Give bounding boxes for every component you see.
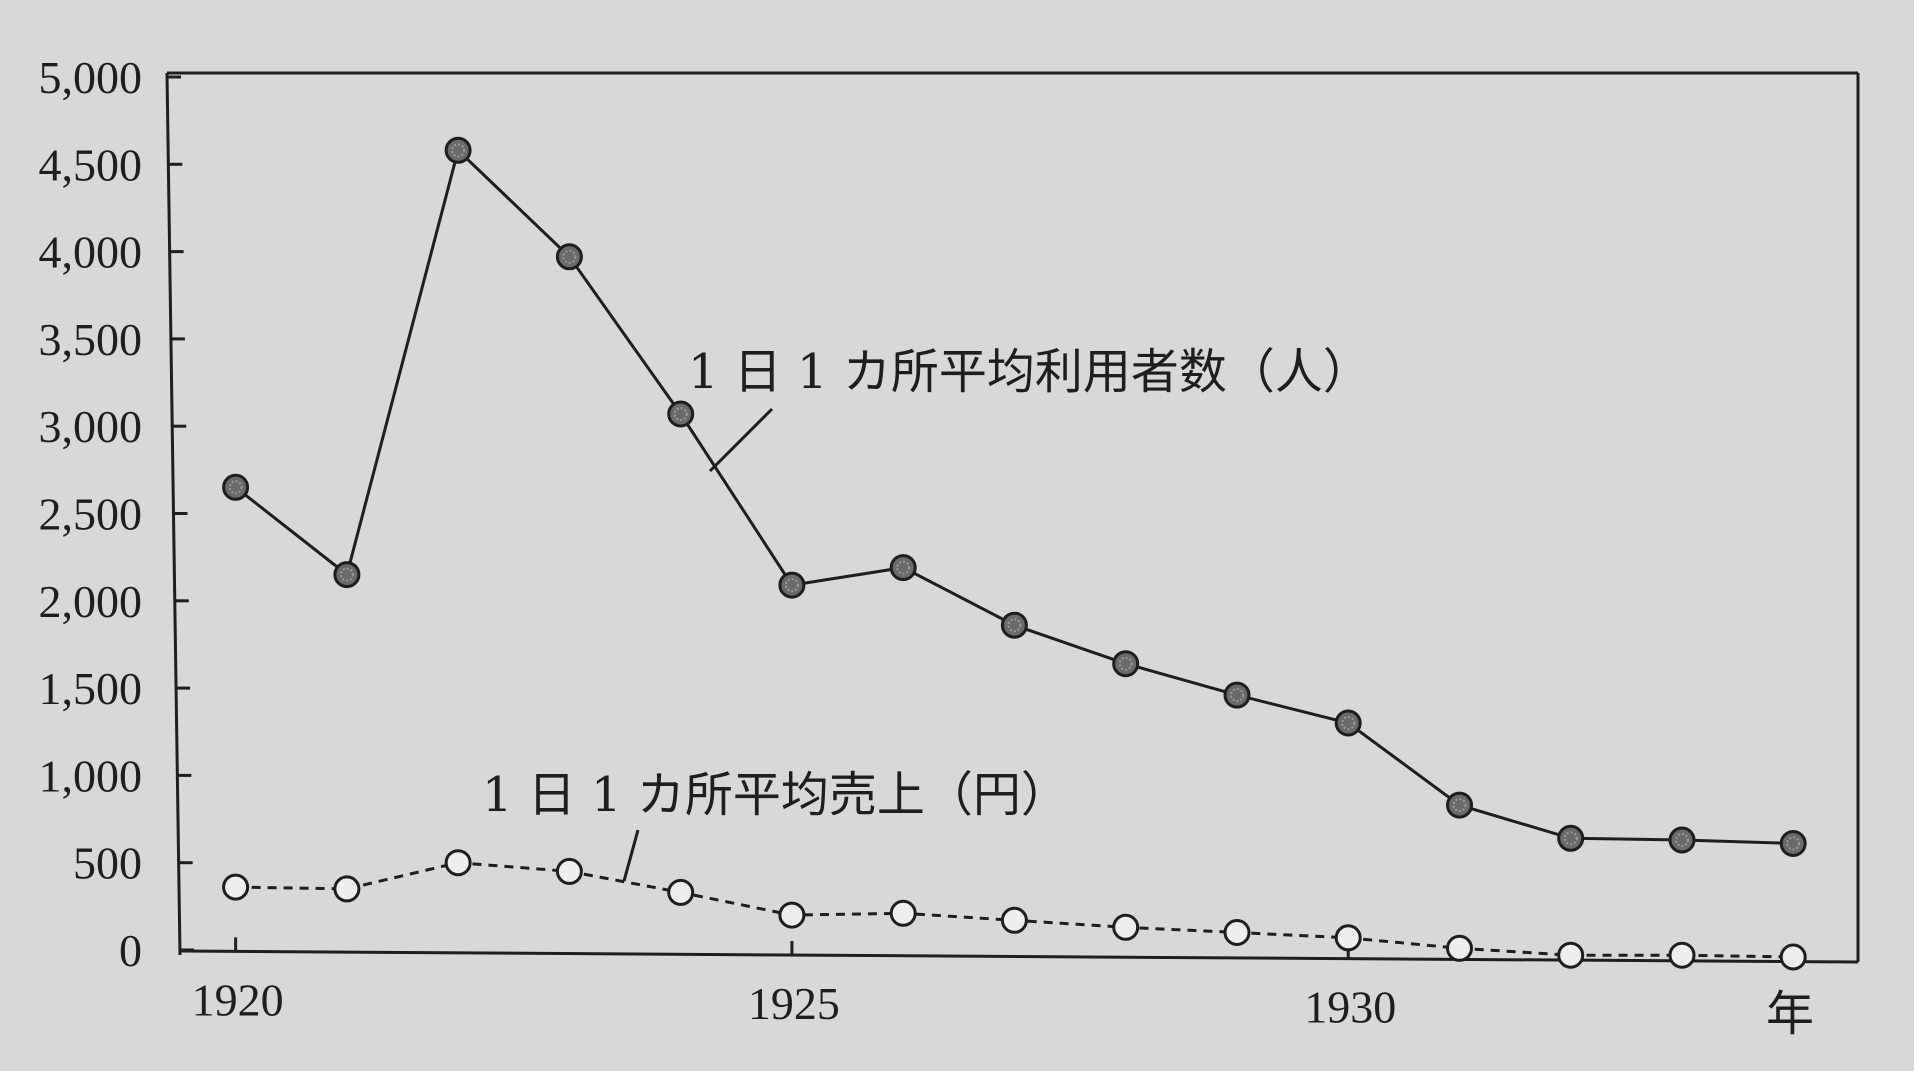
y-tick-label: 1,500	[39, 663, 143, 714]
usage-point-1921	[333, 561, 361, 589]
y-tick-label: 3,500	[39, 314, 143, 365]
y-tick-label: 2,500	[39, 489, 143, 540]
sales-point-1920	[222, 873, 250, 901]
sales-point-1921	[333, 875, 361, 903]
usage-point-texture	[784, 578, 799, 593]
y-tick-label: 4,000	[39, 227, 143, 278]
usage-point-1920	[222, 473, 250, 501]
x-tick-label: 1925	[748, 978, 840, 1029]
x-axis-unit-label: 年	[1766, 986, 1814, 1042]
sales-point-1933	[1668, 941, 1696, 969]
usage-point-1928	[1112, 650, 1140, 678]
usage-point-1931	[1446, 791, 1473, 819]
sales-point-1923	[555, 857, 583, 885]
usage-point-1932	[1557, 824, 1585, 852]
y-tick-label: 4,500	[39, 139, 143, 190]
usage-point-texture	[673, 407, 688, 421]
sales-point-1931	[1446, 934, 1473, 962]
usage-point-texture	[1230, 688, 1244, 703]
usage-point-1927	[1000, 611, 1028, 639]
usage-series-leader-line	[708, 407, 774, 473]
usage-point-1929	[1223, 681, 1251, 709]
y-tick-label: 3,000	[39, 401, 143, 452]
sales-point-1934	[1779, 943, 1807, 971]
usage-point-1934	[1779, 830, 1807, 857]
usage-point-texture	[228, 480, 243, 495]
usage-point-texture	[339, 567, 354, 582]
y-tick-label: 5,000	[39, 52, 143, 103]
usage-series-label: 1 日 1 カ所平均利用者数（人）	[688, 344, 1371, 400]
sales-point-1930	[1334, 924, 1362, 952]
y-tick-label: 0	[119, 925, 142, 976]
usage-point-1926	[889, 554, 917, 582]
sales-point-1929	[1223, 919, 1251, 946]
usage-point-1922	[444, 136, 472, 164]
usage-point-1933	[1668, 826, 1696, 854]
usage-point-texture	[1563, 831, 1578, 846]
usage-point-texture	[1452, 798, 1467, 813]
sales-series-label: 1 日 1 カ所平均売上（円）	[482, 767, 1069, 823]
sales-point-1922	[444, 849, 472, 877]
y-tick-label: 2,000	[39, 576, 143, 627]
y-tick-label: 500	[73, 838, 142, 889]
sales-point-1927	[1000, 906, 1028, 934]
usage-point-texture	[1118, 656, 1133, 671]
usage-point-1923	[555, 243, 583, 271]
x-tick-label: 1920	[192, 974, 284, 1025]
sales-point-1928	[1112, 913, 1140, 941]
sales-point-1932	[1557, 941, 1585, 969]
sales-point-1924	[667, 878, 695, 906]
sales-point-1925	[778, 901, 806, 929]
x-tick-label: 1930	[1304, 982, 1396, 1033]
usage-point-texture	[896, 560, 911, 575]
usage-point-1925	[778, 571, 806, 599]
usage-point-texture	[562, 249, 577, 264]
usage-point-1924	[667, 400, 695, 428]
usage-point-1930	[1334, 709, 1362, 737]
usage-point-texture	[1786, 836, 1801, 851]
y-tick-label: 1,000	[39, 750, 143, 801]
sales-point-1926	[889, 899, 917, 927]
usage-point-texture	[451, 143, 466, 158]
usage-point-texture	[1341, 716, 1356, 730]
usage-point-texture	[1675, 833, 1689, 847]
usage-point-texture	[1007, 618, 1022, 633]
sales-series-leader-line	[622, 829, 640, 882]
